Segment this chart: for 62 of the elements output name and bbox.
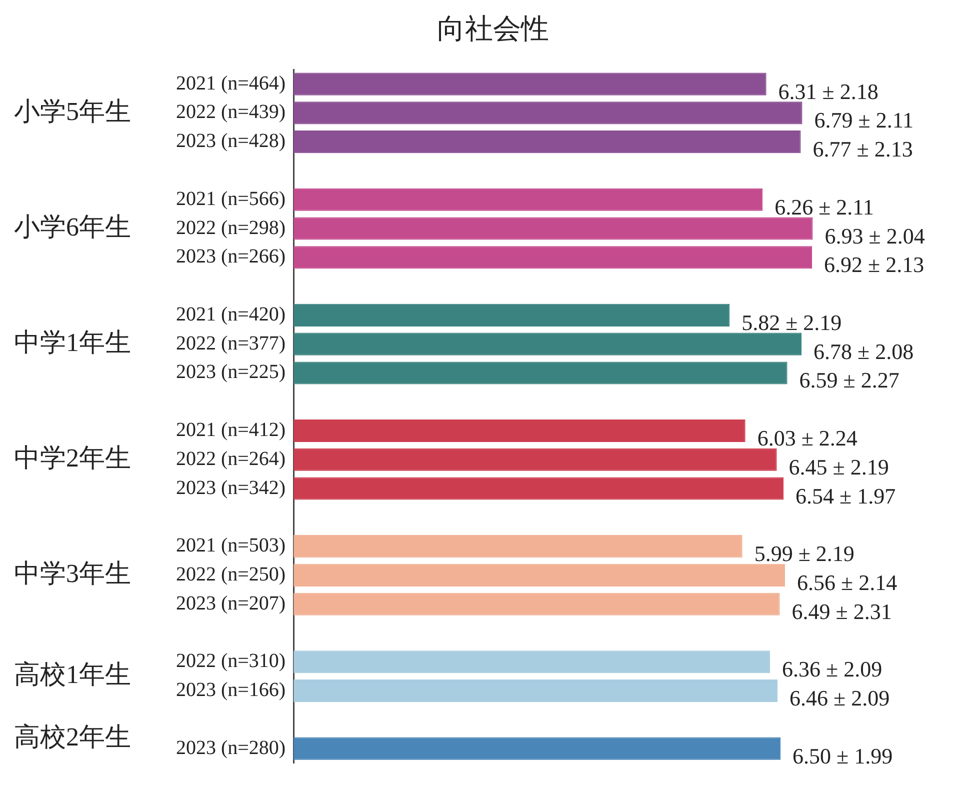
bar — [294, 362, 788, 384]
bar — [294, 448, 777, 471]
y-tick-label: 2022 (n=377) — [176, 332, 286, 354]
bar — [294, 217, 813, 240]
data-label: 6.31 ± 2.18 — [778, 78, 878, 104]
bar — [294, 419, 746, 442]
y-tick-label: 2021 (n=464) — [176, 72, 286, 94]
text: 中学3年生 — [14, 559, 131, 588]
bar — [294, 130, 801, 154]
y-tick-label: 2022 (n=250) — [176, 563, 286, 586]
data-label: 6.46 ± 2.09 — [790, 686, 890, 711]
bar — [294, 477, 784, 500]
y-tick-label: 2022 (n=310) — [176, 650, 286, 672]
bar — [294, 102, 802, 124]
y-tick-label: 2023 (n=266) — [176, 246, 286, 268]
y-tick-label: 2023 (n=280) — [176, 736, 286, 759]
data-label: 6.93 ± 2.04 — [824, 223, 925, 248]
data-label: 6.50 ± 1.99 — [792, 743, 893, 768]
bar — [294, 535, 742, 558]
data-label: 6.59 ± 2.27 — [799, 368, 900, 393]
text: 高校1年生 — [14, 660, 131, 690]
bar — [294, 304, 730, 326]
data-label: 6.54 ± 1.97 — [796, 483, 896, 508]
y-tick-label: 2022 (n=439) — [176, 101, 286, 124]
bar — [294, 650, 770, 674]
data-label: 6.36 ± 2.09 — [782, 656, 882, 682]
data-label: 6.92 ± 2.13 — [824, 252, 924, 278]
y-tick-label: 2023 (n=428) — [176, 130, 286, 152]
text: 小学5年生 — [14, 96, 131, 126]
y-tick-label: 2021 (n=566) — [176, 188, 286, 210]
data-label: 6.26 ± 2.11 — [774, 194, 874, 220]
y-tick-label: 2023 (n=207) — [176, 592, 286, 614]
bar — [294, 680, 778, 702]
data-label: 6.45 ± 2.19 — [788, 454, 889, 480]
data-label: 6.77 ± 2.13 — [812, 136, 913, 162]
y-tick-label: 2021 (n=420) — [176, 303, 286, 326]
y-tick-label: 2021 (n=503) — [176, 534, 286, 557]
bar — [294, 592, 780, 616]
text: 高校2年生 — [14, 722, 131, 752]
y-tick-label: 2023 (n=166) — [176, 679, 286, 702]
bar — [294, 246, 812, 269]
y-tick-label: 2021 (n=412) — [176, 418, 286, 441]
y-tick-label: 2023 (n=225) — [176, 361, 286, 384]
text: 小学6年生 — [14, 212, 131, 242]
bar — [294, 332, 802, 356]
bar — [294, 564, 786, 586]
y-tick-label: 2022 (n=264) — [176, 448, 286, 470]
bar — [294, 737, 781, 760]
data-label: 6.79 ± 2.11 — [814, 108, 914, 133]
data-label: 6.03 ± 2.24 — [757, 426, 858, 451]
y-tick-label: 2023 (n=342) — [176, 476, 286, 499]
data-label: 5.82 ± 2.19 — [742, 310, 842, 335]
data-label: 5.99 ± 2.19 — [754, 541, 854, 566]
y-tick-label: 2022 (n=298) — [176, 216, 286, 239]
data-label: 6.78 ± 2.08 — [814, 338, 914, 364]
data-label: 6.56 ± 2.14 — [797, 570, 898, 595]
text: 中学1年生 — [14, 328, 131, 357]
text: 中学2年生 — [14, 443, 131, 472]
chart-title: 向社会性 — [437, 14, 549, 46]
bar — [294, 72, 766, 96]
data-label: 6.49 ± 2.31 — [792, 598, 892, 624]
bar — [294, 188, 763, 211]
